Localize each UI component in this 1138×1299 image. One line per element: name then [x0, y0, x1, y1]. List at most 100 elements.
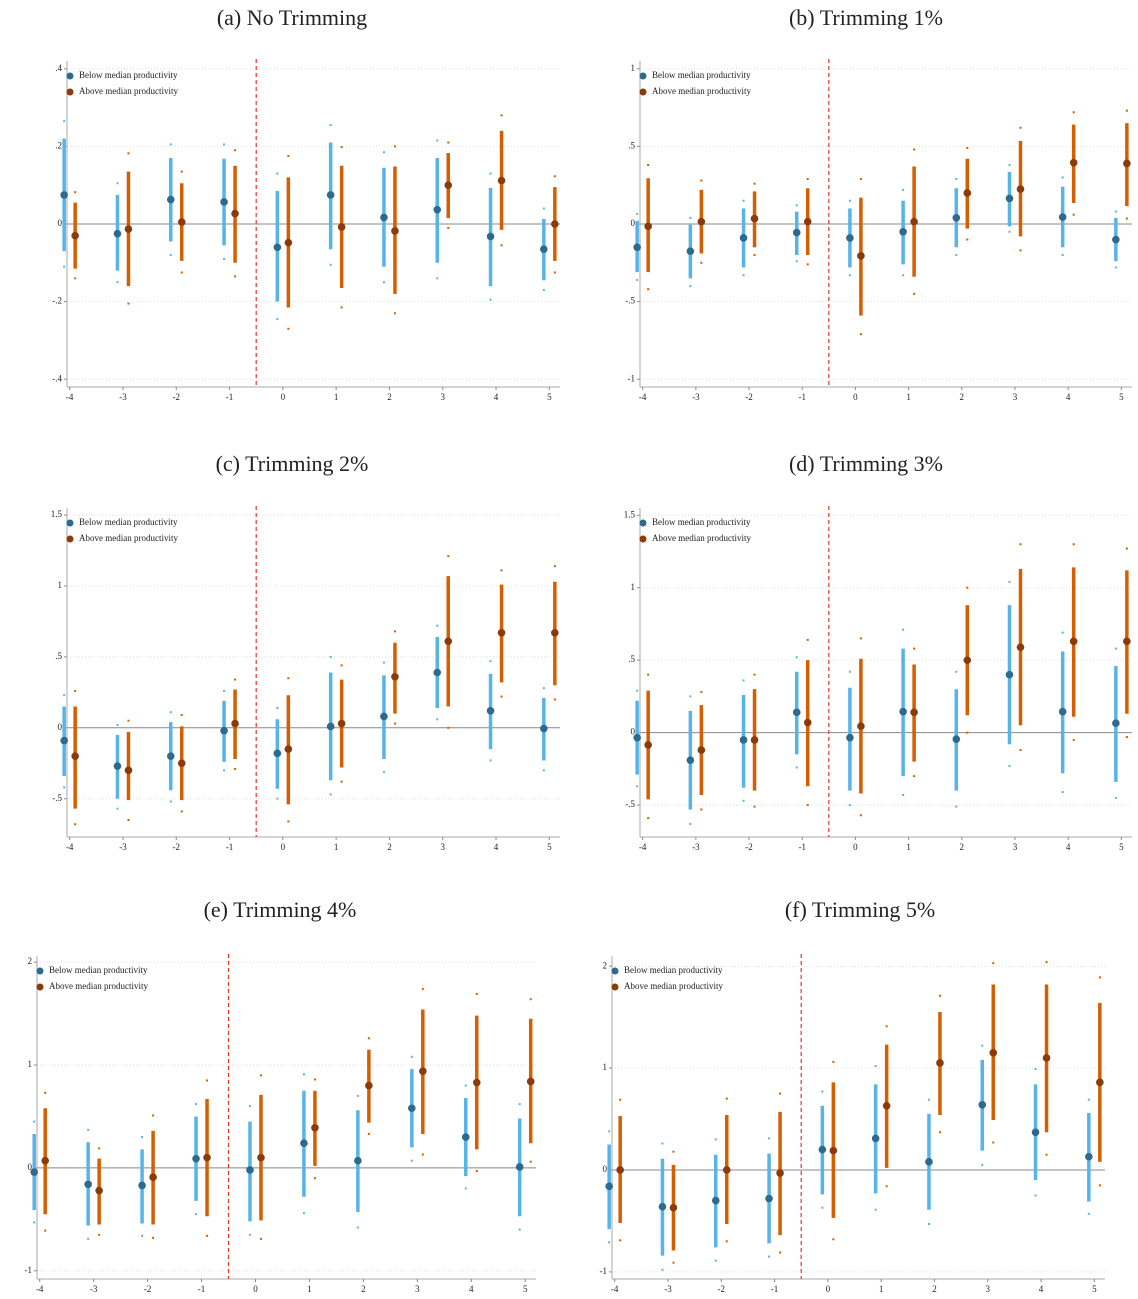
outer-bound	[1125, 547, 1128, 550]
point-estimate	[354, 1156, 362, 1165]
outer-bound	[180, 714, 183, 717]
outer-bound	[966, 146, 969, 149]
y-tick-label: 1	[631, 582, 636, 592]
point-estimate	[1112, 719, 1120, 728]
point-estimate	[829, 1146, 838, 1155]
point-estimate	[231, 719, 239, 728]
point-estimate	[644, 741, 652, 749]
outer-bound	[127, 818, 130, 821]
x-tick-label: -3	[119, 392, 127, 402]
outer-bound	[1072, 111, 1075, 114]
outer-bound	[63, 786, 66, 789]
point-estimate	[113, 762, 122, 770]
x-tick-label: 5	[523, 1284, 528, 1294]
point-estimate	[124, 225, 133, 233]
outer-bound	[74, 277, 77, 280]
point-estimate	[1123, 637, 1131, 646]
y-tick-label: -.2	[52, 296, 62, 306]
outer-bound	[248, 1233, 251, 1236]
outer-bound	[714, 1138, 717, 1141]
outer-bound	[938, 1131, 941, 1134]
legend-marker	[639, 519, 647, 527]
point-estimate	[41, 1156, 49, 1165]
outer-bound	[542, 687, 545, 690]
point-estimate	[273, 749, 282, 758]
point-estimate	[952, 213, 961, 222]
outer-bound	[382, 661, 385, 664]
legend-marker	[36, 983, 44, 991]
outer-bound	[393, 630, 396, 633]
legend-marker	[66, 88, 74, 96]
outer-bound	[1045, 1153, 1048, 1156]
outer-bound	[795, 260, 798, 263]
x-tick-label: -2	[745, 842, 753, 852]
point-estimate	[1016, 185, 1025, 193]
point-estimate	[669, 1203, 678, 1212]
x-tick-label: -2	[173, 392, 181, 402]
x-tick-label: 3	[440, 842, 445, 852]
outer-bound	[169, 711, 172, 714]
outer-bound	[955, 254, 958, 257]
outer-bound	[619, 1239, 622, 1242]
outer-bound	[340, 146, 343, 149]
outer-bound	[859, 177, 862, 180]
outer-bound	[913, 292, 916, 295]
outer-bound	[410, 1055, 413, 1058]
outer-bound	[356, 1094, 359, 1097]
outer-bound	[500, 569, 503, 572]
outer-bound	[938, 994, 941, 997]
legend-label: Below median productivity	[49, 965, 148, 975]
outer-bound	[1061, 176, 1064, 179]
outer-bound	[902, 274, 905, 277]
outer-bound	[1019, 543, 1022, 546]
outer-bound	[806, 638, 809, 641]
point-estimate	[433, 668, 442, 677]
outer-bound	[619, 1098, 622, 1101]
outer-bound	[87, 1128, 90, 1131]
point-estimate	[1069, 158, 1078, 167]
point-estimate	[963, 656, 972, 664]
point-estimate	[311, 1123, 319, 1132]
outer-bound	[489, 759, 492, 762]
point-estimate	[792, 708, 801, 717]
outer-bound	[542, 769, 545, 772]
outer-bound	[287, 327, 290, 330]
outer-bound	[1034, 1068, 1037, 1071]
outer-bound	[259, 1074, 262, 1077]
outer-bound	[464, 1187, 467, 1190]
x-tick-label: 2	[361, 1284, 366, 1294]
x-tick-label: 0	[281, 842, 286, 852]
y-tick-label: 1.5	[51, 509, 63, 519]
point-estimate	[1042, 1054, 1051, 1062]
panel-title: (b) Trimming 1%	[789, 5, 943, 30]
point-estimate	[1123, 159, 1131, 168]
outer-bound	[74, 191, 77, 194]
y-tick-label: 2	[603, 960, 608, 970]
point-estimate	[936, 1059, 944, 1067]
outer-bound	[661, 1268, 664, 1271]
outer-bound	[689, 822, 692, 825]
outer-bound	[340, 664, 343, 667]
point-estimate	[765, 1194, 773, 1203]
outer-bound	[223, 257, 226, 260]
y-tick-label: 0	[631, 727, 636, 737]
point-estimate	[326, 722, 335, 731]
outer-bound	[1087, 1098, 1090, 1101]
point-estimate	[138, 1181, 146, 1190]
panel-title: (f) Trimming 5%	[785, 897, 935, 922]
point-estimate	[1005, 194, 1014, 203]
outer-bound	[489, 660, 492, 663]
point-estimate	[166, 752, 175, 760]
point-estimate	[899, 707, 907, 716]
point-estimate	[380, 213, 388, 222]
outer-bound	[636, 212, 639, 215]
outer-bound	[1008, 764, 1011, 767]
x-tick-label: -2	[745, 392, 753, 402]
x-tick-label: -3	[90, 1284, 98, 1294]
point-estimate	[711, 1196, 720, 1205]
x-tick-label: 4	[494, 842, 499, 852]
outer-bound	[206, 1079, 209, 1082]
outer-bound	[636, 278, 639, 281]
point-estimate	[113, 229, 122, 238]
